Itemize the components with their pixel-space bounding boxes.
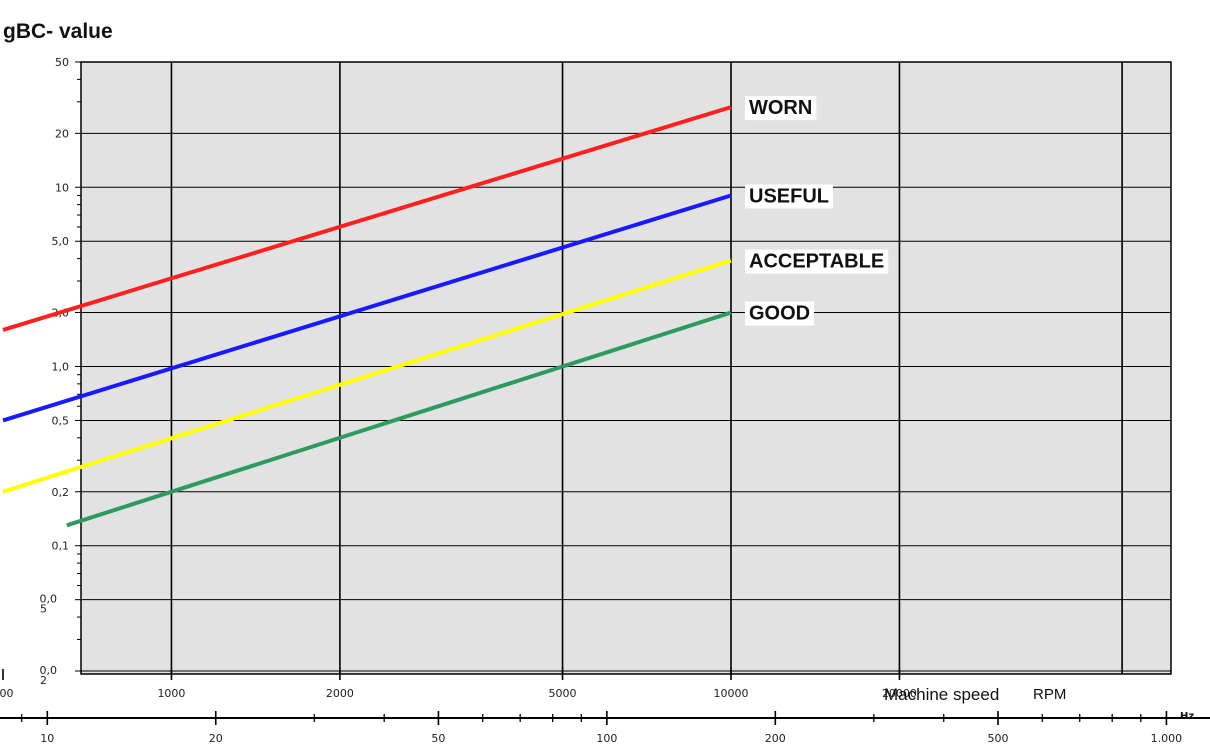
series-label-acceptable: ACCEPTABLE: [749, 251, 884, 273]
series-label-useful: USEFUL: [749, 185, 829, 207]
x-axis-unit: RPM: [1033, 686, 1066, 703]
series-label-background: [745, 96, 817, 121]
y-tick-label: 1,0: [52, 361, 70, 374]
x-tick-label: 10000: [714, 687, 749, 700]
series-line-good: [66, 310, 732, 528]
x-tick-label: 2000: [326, 687, 354, 700]
y-tick-label: 0,1: [52, 540, 70, 553]
y-tick-label: 0,2: [52, 486, 70, 499]
y-tick-label: 10: [55, 181, 69, 194]
series-label-background: [745, 184, 833, 209]
hz-tick-label: 100: [596, 732, 617, 745]
hz-tick-label: 20: [209, 732, 223, 745]
x-axis-rpm: 1002005001000200050001000020000: [0, 669, 917, 700]
plot-area: [80, 61, 1172, 675]
series-label-worn: WORN: [749, 97, 812, 119]
hz-tick-label: 1.000: [1151, 732, 1183, 745]
x-tick-label: 20000: [882, 687, 917, 700]
y-tick-label: 0,5: [52, 414, 70, 427]
y-tick-label: 0,0: [40, 593, 58, 606]
y-tick-label: 20: [55, 127, 69, 140]
x-axis-label: Machine speed: [884, 685, 999, 704]
series-label-background: [745, 249, 889, 274]
x-tick-label: 500: [0, 687, 14, 700]
series-label-good: GOOD: [749, 303, 810, 325]
hz-tick-label: 50: [431, 732, 445, 745]
y-tick-label: 50: [55, 56, 69, 69]
y-tick-label: 0,0: [40, 664, 58, 677]
series-line-worn: [2, 105, 732, 332]
y-tick-label: 5,0: [52, 235, 70, 248]
y-tick-label: 5: [40, 603, 47, 616]
grid: [81, 62, 1171, 674]
series-label-background: [745, 301, 815, 326]
series-line-useful: [2, 193, 732, 423]
chart-title: gBC- value: [3, 20, 113, 43]
series-lines: WORN USEFUL ACCEPTABLE GOOD: [2, 96, 889, 528]
hz-tick-label: 500: [987, 732, 1008, 745]
hz-unit-label: Hz: [1180, 711, 1194, 722]
hz-tick-label: 200: [765, 732, 786, 745]
x-tick-label: 1000: [157, 687, 185, 700]
y-tick-label: 2: [40, 674, 47, 687]
hz-tick-label: 10: [40, 732, 54, 745]
x-tick-label: 5000: [549, 687, 577, 700]
series-line-acceptable: [2, 258, 732, 494]
